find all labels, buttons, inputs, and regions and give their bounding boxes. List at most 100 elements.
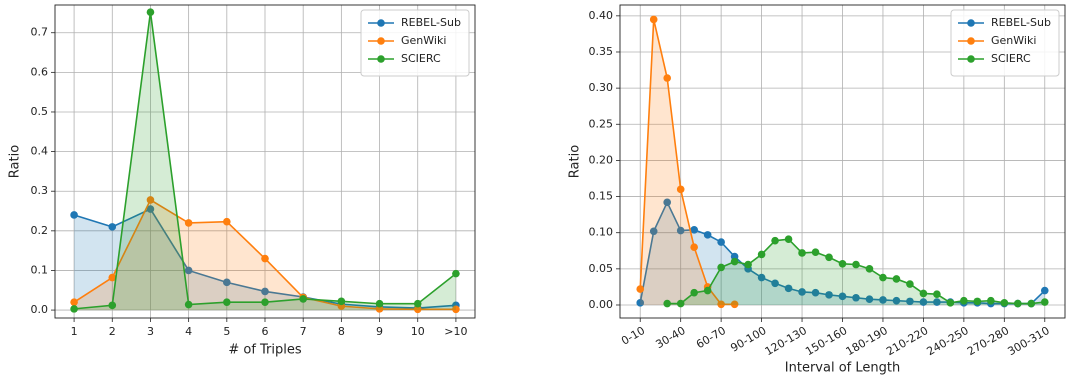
marker	[375, 299, 384, 308]
marker	[784, 235, 793, 244]
marker	[636, 285, 645, 293]
y-tick-label: 0.2	[31, 224, 49, 237]
marker	[690, 226, 698, 234]
y-tick-label: 0.05	[589, 262, 614, 275]
marker	[811, 248, 820, 257]
y-tick-label: 0.4	[31, 145, 49, 158]
marker	[1014, 299, 1022, 308]
marker	[703, 286, 712, 295]
marker	[771, 236, 779, 245]
marker	[337, 297, 346, 306]
x-tick-label: 180-190	[844, 324, 890, 358]
x-tick-label: >10	[444, 325, 467, 338]
marker	[919, 289, 928, 298]
marker	[663, 74, 671, 82]
y-tick-label: 0.40	[589, 9, 614, 22]
marker	[892, 296, 901, 305]
marker	[865, 295, 874, 304]
y-tick-label: 0.7	[31, 26, 49, 39]
plot: 0.0 0.1 0.2 0.3 0.4 0.5 0.6 0.7 1 2 3 4 5 6 7 8 9 10 >10 Ra…	[8, 4, 476, 358]
axes-frame	[54, 4, 476, 319]
marker	[960, 296, 968, 305]
marker	[676, 185, 685, 194]
marker	[223, 278, 231, 287]
marker	[811, 288, 820, 297]
marker	[825, 253, 833, 262]
legend-label: REBEL-Sub	[991, 16, 1051, 29]
x-tick-label: 3	[147, 325, 154, 338]
marker	[108, 301, 117, 310]
marker	[676, 299, 685, 308]
marker	[703, 231, 712, 239]
x-tick-label: 150-160	[803, 324, 849, 358]
marker	[649, 15, 658, 24]
marker	[299, 295, 307, 303]
marker	[690, 288, 698, 297]
x-tick-label: 1	[71, 325, 78, 338]
y-tick-label: 0.1	[31, 263, 49, 276]
area	[74, 12, 456, 311]
y-tick-label: 0.00	[589, 298, 614, 311]
y-tick-label: 0.35	[589, 45, 614, 58]
marker	[717, 238, 725, 246]
marker	[261, 298, 269, 306]
x-tick-label: 10	[411, 325, 425, 338]
marker	[146, 8, 155, 16]
x-tick-label: 90-100	[728, 324, 768, 355]
y-axis-label: Ratio	[8, 145, 23, 178]
area	[640, 19, 735, 305]
marker	[108, 273, 117, 282]
marker	[987, 296, 995, 305]
marker	[798, 288, 806, 296]
x-axis-label: # of Triples	[228, 343, 302, 358]
x-tick-label: 9	[376, 325, 383, 338]
y-tick-label: 0.3	[31, 184, 49, 197]
marker	[261, 287, 269, 296]
legend-marker	[967, 19, 975, 27]
marker	[184, 300, 193, 309]
legend-marker	[967, 55, 975, 63]
y-axis-label: Ratio	[568, 145, 583, 178]
legend-marker	[377, 19, 385, 27]
marker	[865, 265, 874, 273]
marker	[757, 250, 766, 259]
marker	[70, 211, 78, 219]
marker	[892, 275, 901, 283]
marker	[879, 296, 887, 304]
axes-frame	[619, 4, 1066, 319]
marker	[663, 198, 671, 207]
marker	[838, 292, 847, 301]
x-tick-label: 5	[223, 325, 230, 338]
marker	[933, 290, 941, 298]
marker	[649, 227, 658, 236]
area	[74, 209, 456, 311]
x-tick-label: 210-220	[884, 324, 930, 358]
marker	[184, 219, 193, 227]
plot: 0.00 0.05 0.10 0.15 0.20 0.25 0.30 0.35 0.40 0-10…	[568, 4, 1066, 376]
marker	[676, 226, 685, 235]
area	[640, 202, 1045, 305]
marker	[973, 297, 982, 306]
x-tick-label: 6	[262, 325, 269, 338]
y-tick-label: 0.20	[589, 153, 614, 166]
y-tick-label: 0.6	[31, 65, 49, 78]
legend-marker	[377, 55, 385, 63]
x-tick-label: 300-310	[1005, 324, 1051, 358]
marker	[946, 299, 955, 307]
y-tick-label: 0.25	[589, 117, 614, 130]
marker	[879, 273, 887, 282]
x-tick-label: 60-70	[694, 324, 728, 351]
marker	[838, 259, 847, 268]
legend-marker	[967, 37, 975, 45]
marker	[413, 305, 422, 314]
marker	[730, 257, 739, 266]
marker	[1027, 299, 1036, 308]
marker	[919, 298, 928, 306]
legend-label: SCIERC	[401, 52, 441, 65]
legend-marker	[377, 37, 385, 45]
x-tick-label: 0-10	[619, 324, 647, 348]
marker	[223, 298, 231, 306]
marker	[1040, 298, 1049, 306]
legend-label: REBEL-Sub	[401, 16, 461, 29]
